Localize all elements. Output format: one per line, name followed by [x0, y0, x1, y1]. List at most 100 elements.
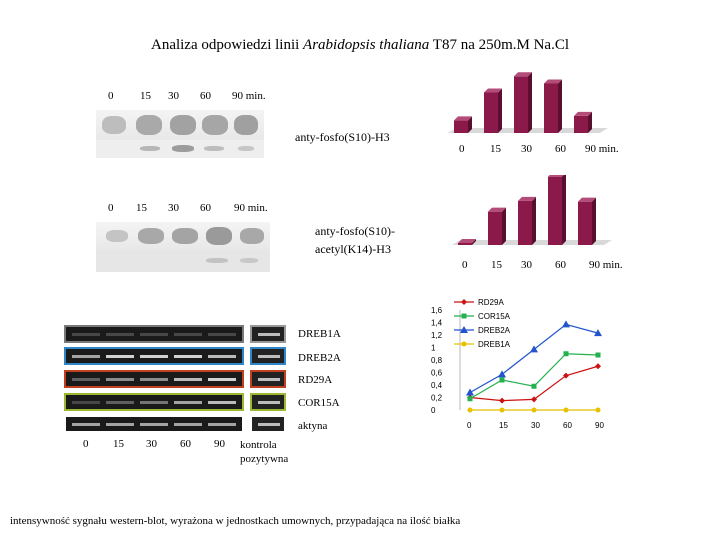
gel-row-3-band-0	[72, 401, 100, 404]
positive-control-label: kontrola pozytywna	[240, 438, 288, 466]
line-chart-legend-3-marker	[461, 341, 467, 347]
gel-row-3-band-3	[174, 401, 202, 404]
bar-chart-2-bar-2	[518, 200, 532, 245]
bar-chart-2-bar-4	[578, 201, 592, 245]
bar-chart-2-bar-3	[548, 176, 562, 245]
line-chart-series-2-point-2	[530, 345, 538, 353]
bar-chart-1-xtick-4: 90 min.	[585, 143, 619, 155]
bar-chart-2-bar-4-side	[592, 197, 596, 245]
line-chart-series-2-point-4	[594, 329, 602, 337]
line-chart: 0 0,2 0,4 0,6 0,8 1 1,2 1,4 1,6 0 15 30 60 90 RD29A COR…	[431, 298, 604, 430]
bar-chart-2-xtick-2: 30	[521, 259, 533, 271]
bar-chart-1-xtick-2: 30	[521, 143, 533, 155]
gel-row-2-band-3	[174, 378, 202, 381]
gel-row-3-control	[250, 393, 286, 411]
blot1-image-lower	[96, 140, 264, 158]
positive-control-line1: kontrola	[240, 439, 277, 451]
gel-row-1-band-0	[72, 355, 100, 358]
bar-chart-2-bar-3-top	[548, 175, 564, 177]
line-chart-ytick-0: 0	[431, 406, 436, 415]
blot2-label: anty-fosfo(S10)- acetyl(K14)-H3	[315, 222, 395, 258]
bar-chart-2-bar-3-side	[562, 175, 566, 245]
rtpcr-lane-0: 0	[83, 438, 89, 450]
gel-row-2-band-2	[140, 378, 168, 381]
bar-chart-1-bar-1-side	[498, 88, 502, 133]
gel-row-4-control	[250, 415, 286, 433]
line-chart-series-2-point-3	[562, 320, 570, 328]
gel-row-2-band-0	[72, 378, 100, 381]
line-chart-series-0-point-1	[499, 397, 505, 404]
line-chart-series-0-point-2	[531, 396, 537, 403]
gel-row-3-control-band	[258, 401, 280, 404]
gel-row-0-band-3	[174, 333, 202, 336]
bar-chart-1-bar-2	[514, 76, 528, 133]
line-chart-legend-0-marker	[461, 299, 467, 305]
bar-chart-2-bar-1-side	[502, 207, 506, 245]
blot2-lane-60: 60	[200, 202, 211, 214]
blot1-label: anty-fosfo(S10)-H3	[295, 130, 390, 144]
line-chart-legend-0-label: RD29A	[478, 298, 504, 307]
blot1-image-upper	[96, 110, 264, 140]
gel-row-4-band-1	[106, 423, 134, 426]
line-chart-xtick-0: 0	[467, 421, 472, 430]
gel-row-1-band-4	[208, 355, 236, 358]
rtpcr-gel-panel	[60, 323, 292, 441]
line-chart-legend-1-label: COR15A	[478, 312, 511, 321]
line-chart-ytick-6: 1,2	[431, 331, 443, 340]
gel-row-4-band-3	[174, 423, 202, 426]
blot2-lane-90: 90 min.	[234, 202, 268, 214]
line-chart-ytick-3: 0,6	[431, 369, 443, 378]
bar-chart-2-bar-0	[458, 243, 472, 245]
line-chart-series-2-point-1	[498, 370, 506, 378]
blot2-lane-15: 15	[136, 202, 147, 214]
bar-chart-2-bar-2-side	[532, 196, 536, 245]
line-chart-legend-2-marker	[460, 326, 468, 333]
bar-chart-2-xtick-0: 0	[462, 259, 468, 271]
bar-chart-1-bar-3-side	[558, 79, 562, 133]
line-chart-ytick-4: 0,8	[431, 356, 443, 365]
gel-row-0-band-4	[208, 333, 236, 336]
line-chart-series-1-point-0	[467, 396, 473, 402]
line-chart-series-3-point-4	[595, 407, 601, 413]
bar-chart-2-bar-0-side	[472, 239, 476, 245]
bar-chart-1-xtick-1: 15	[490, 143, 502, 155]
bar-chart-2-xtick-3: 60	[555, 259, 567, 271]
positive-control-line2: pozytywna	[240, 453, 289, 465]
blot2-lane-0: 0	[108, 202, 114, 214]
gel-row-1-band-3	[174, 355, 202, 358]
gel-row-2-band-1	[106, 378, 134, 381]
bar-chart-2-bar-0-top	[458, 239, 476, 243]
gel-row-1-control	[250, 347, 286, 365]
bar-chart-2: 0 15 30 60 90 min.	[452, 175, 623, 271]
line-chart-series-3-point-1	[499, 407, 505, 413]
bar-chart-1: 0 15 30 60 90 min.	[448, 72, 619, 155]
gel-row-2-control	[250, 370, 286, 388]
footnote: intensywność sygnału western-blot, wyraż…	[10, 515, 461, 527]
line-chart-xtick-4: 90	[595, 421, 604, 430]
blot2-image-upper	[96, 222, 270, 250]
line-chart-ytick-1: 0,2	[431, 394, 443, 403]
rtpcr-lane-30: 30	[146, 438, 157, 450]
line-chart-series-1-point-2	[531, 383, 537, 389]
line-chart-series-3-point-2	[531, 407, 537, 413]
bar-chart-2-bar-2-top	[518, 196, 536, 201]
blot1-lane-15: 15	[140, 90, 151, 102]
gel-row-3	[64, 393, 244, 411]
gel-row-0-control	[250, 325, 286, 343]
bar-chart-2-bar-1-top	[488, 207, 506, 212]
bar-chart-2-bar-1	[488, 211, 502, 245]
line-chart-series-0-line	[469, 365, 599, 402]
line-chart-legend-1-marker	[461, 313, 467, 319]
bar-chart-1-bar-0-side	[468, 116, 472, 133]
gel-row-3-band-1	[106, 401, 134, 404]
page-title: Analiza odpowiedzi linii Arabidopsis tha…	[0, 37, 720, 54]
gene-label-dreb2a: DREB2A	[298, 352, 341, 364]
bar-chart-2-xtick-4: 90 min.	[589, 259, 623, 271]
gene-label-cor15a: COR15A	[298, 397, 340, 409]
bar-chart-1-bar-4-side	[588, 111, 592, 133]
line-chart-legend-3-label: DREB1A	[478, 340, 511, 349]
gene-label-rd29a: RD29A	[298, 374, 333, 386]
line-chart-ytick-2: 0,4	[431, 381, 443, 390]
bar-chart-1-bar-4-top	[574, 111, 592, 116]
bar-chart-1-bar-4	[574, 115, 588, 133]
